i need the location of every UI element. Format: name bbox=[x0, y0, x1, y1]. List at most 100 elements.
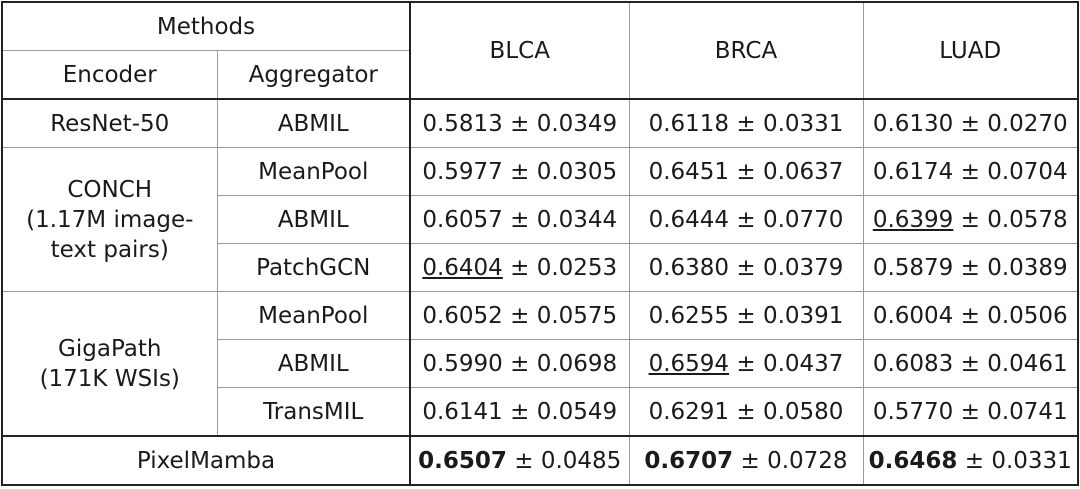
mean-value: 0.6174 bbox=[872, 158, 954, 185]
luad-header: LUAD bbox=[862, 1, 1079, 100]
mean-value: 0.5879 bbox=[872, 254, 954, 281]
std-value: ± 0.0506 bbox=[960, 302, 1068, 329]
std-value: ± 0.0379 bbox=[736, 254, 844, 281]
std-value: ± 0.0575 bbox=[510, 302, 618, 329]
std-value: ± 0.0331 bbox=[736, 110, 844, 137]
value-cell: 0.5879 ± 0.0389 bbox=[862, 243, 1079, 292]
value-cell: 0.5813 ± 0.0349 bbox=[409, 98, 630, 148]
std-value: ± 0.0253 bbox=[510, 254, 618, 281]
mean-value: 0.6057 bbox=[422, 206, 503, 233]
brca-header: BRCA bbox=[628, 1, 864, 100]
std-value: ± 0.0704 bbox=[960, 158, 1068, 185]
pixelmamba-cell: PixelMamba bbox=[1, 435, 411, 486]
encoder-detail: (171K WSIs) bbox=[39, 365, 180, 392]
mean-value: 0.6380 bbox=[648, 254, 730, 281]
blca-header: BLCA bbox=[409, 1, 630, 100]
std-value: ± 0.0549 bbox=[510, 398, 618, 425]
table-row: ResNet-50 ABMIL 0.5813 ± 0.0349 0.6118 ±… bbox=[1, 98, 1079, 148]
header-row-1: Methods BLCA BRCA LUAD bbox=[1, 1, 1079, 100]
mean-value: 0.6118 bbox=[648, 110, 730, 137]
mean-value: 0.5977 bbox=[422, 158, 503, 185]
std-value: ± 0.0461 bbox=[960, 350, 1068, 377]
mean-value: 0.5990 bbox=[422, 350, 503, 377]
mean-value: 0.6004 bbox=[872, 302, 954, 329]
value-cell: 0.6057 ± 0.0344 bbox=[409, 195, 630, 244]
value-cell: 0.5990 ± 0.0698 bbox=[409, 339, 630, 388]
mean-value: 0.6451 bbox=[648, 158, 730, 185]
mean-value: 0.6399 bbox=[872, 206, 954, 233]
std-value: ± 0.0391 bbox=[736, 302, 844, 329]
value-cell: 0.6451 ± 0.0637 bbox=[628, 147, 864, 196]
aggregator-cell: PatchGCN bbox=[216, 243, 411, 292]
value-cell: 0.6130 ± 0.0270 bbox=[862, 98, 1079, 148]
std-value: ± 0.0578 bbox=[960, 206, 1068, 233]
aggregator-header: Aggregator bbox=[216, 50, 411, 100]
methods-header: Methods bbox=[1, 1, 411, 51]
std-value: ± 0.0637 bbox=[736, 158, 844, 185]
mean-value: 0.6507 bbox=[418, 447, 507, 474]
std-value: ± 0.0770 bbox=[736, 206, 844, 233]
value-cell: 0.6004 ± 0.0506 bbox=[862, 291, 1079, 340]
mean-value: 0.6707 bbox=[644, 447, 734, 474]
std-value: ± 0.0437 bbox=[736, 350, 844, 377]
std-value: ± 0.0349 bbox=[510, 110, 618, 137]
value-cell: 0.6291 ± 0.0580 bbox=[628, 387, 864, 437]
value-cell: 0.6255 ± 0.0391 bbox=[628, 291, 864, 340]
aggregator-cell: MeanPool bbox=[216, 147, 411, 196]
encoder-name: CONCH bbox=[67, 176, 153, 203]
mean-value: 0.6052 bbox=[422, 302, 503, 329]
mean-value: 0.6468 bbox=[868, 447, 958, 474]
mean-value: 0.6255 bbox=[648, 302, 730, 329]
mean-value: 0.5813 bbox=[422, 110, 503, 137]
aggregator-cell: ABMIL bbox=[216, 339, 411, 388]
mean-value: 0.6130 bbox=[872, 110, 954, 137]
header-row-2: Encoder Aggregator bbox=[1, 50, 1078, 100]
aggregator-cell: ABMIL bbox=[216, 98, 411, 148]
value-cell: 0.6404 ± 0.0253 bbox=[409, 243, 630, 292]
encoder-header: Encoder bbox=[1, 50, 218, 100]
encoder-cell: CONCH (1.17M image- text pairs) bbox=[1, 147, 218, 292]
aggregator-cell: TransMIL bbox=[216, 387, 411, 437]
value-cell: 0.6380 ± 0.0379 bbox=[628, 243, 864, 292]
std-value: ± 0.0485 bbox=[514, 447, 622, 474]
table-row: CONCH (1.17M image- text pairs) MeanPool… bbox=[1, 147, 1079, 292]
std-value: ± 0.0270 bbox=[960, 110, 1068, 137]
mean-value: 0.5770 bbox=[872, 398, 954, 425]
mean-value: 0.6083 bbox=[872, 350, 954, 377]
value-cell: 0.5977 ± 0.0305 bbox=[409, 147, 630, 196]
encoder-cell: GigaPath (171K WSIs) bbox=[1, 291, 218, 437]
encoder-cell: ResNet-50 bbox=[1, 98, 218, 148]
std-value: ± 0.0344 bbox=[510, 206, 618, 233]
std-value: ± 0.0741 bbox=[960, 398, 1068, 425]
encoder-detail: (1.17M image- bbox=[26, 206, 194, 233]
table-row: PatchGCN 0.6404 ± 0.0253 0.6380 ± 0.0379… bbox=[2, 243, 1079, 292]
value-cell: 0.6444 ± 0.0770 bbox=[628, 195, 864, 244]
aggregator-cell: MeanPool bbox=[216, 291, 411, 340]
value-cell: 0.6594 ± 0.0437 bbox=[628, 339, 864, 388]
mean-value: 0.6404 bbox=[422, 254, 503, 281]
encoder-name: GigaPath bbox=[58, 335, 162, 362]
value-cell: 0.6052 ± 0.0575 bbox=[409, 291, 630, 340]
std-value: ± 0.0698 bbox=[510, 350, 618, 377]
mean-value: 0.6141 bbox=[422, 398, 503, 425]
value-cell: 0.6468 ± 0.0331 bbox=[862, 435, 1079, 486]
mean-value: 0.6444 bbox=[648, 206, 730, 233]
value-cell: 0.6399 ± 0.0578 bbox=[862, 195, 1079, 244]
final-row: PixelMamba 0.6507 ± 0.0485 0.6707 ± 0.07… bbox=[1, 435, 1079, 486]
aggregator-cell: ABMIL bbox=[216, 195, 411, 244]
mean-value: 0.6594 bbox=[648, 350, 730, 377]
std-value: ± 0.0331 bbox=[964, 447, 1072, 474]
value-cell: 0.6141 ± 0.0549 bbox=[409, 387, 630, 437]
value-cell: 0.6083 ± 0.0461 bbox=[862, 339, 1079, 388]
std-value: ± 0.0305 bbox=[510, 158, 618, 185]
mean-value: 0.6291 bbox=[648, 398, 730, 425]
value-cell: 0.6118 ± 0.0331 bbox=[628, 98, 864, 148]
value-cell: 0.6707 ± 0.0728 bbox=[628, 435, 864, 486]
std-value: ± 0.0389 bbox=[960, 254, 1068, 281]
std-value: ± 0.0580 bbox=[736, 398, 844, 425]
value-cell: 0.6174 ± 0.0704 bbox=[862, 147, 1079, 196]
std-value: ± 0.0728 bbox=[740, 447, 848, 474]
encoder-detail: text pairs) bbox=[50, 236, 169, 263]
value-cell: 0.5770 ± 0.0741 bbox=[862, 387, 1079, 437]
